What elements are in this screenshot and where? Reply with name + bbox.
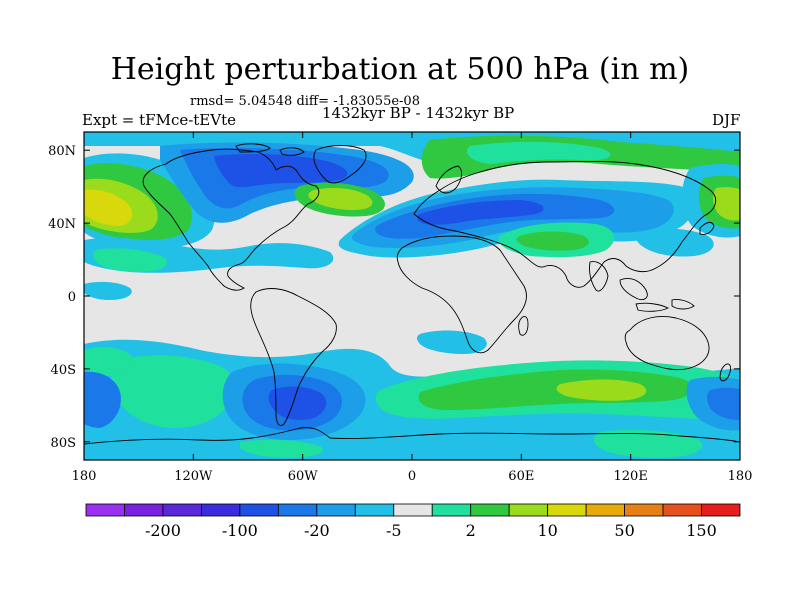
y-tick-label: 80S: [51, 436, 76, 451]
coastlines: [84, 143, 740, 445]
y-tick-label: 40N: [48, 217, 76, 232]
contour-region: [707, 387, 740, 420]
contour-region: [713, 187, 740, 221]
colorbar-label: 2: [466, 521, 476, 540]
colorbar-label: 10: [537, 521, 557, 540]
colorbar-box: [239, 503, 279, 517]
coastline-scandinavia: [435, 165, 463, 194]
colorbar-box: [277, 503, 318, 517]
contour-region: [308, 188, 373, 210]
colorbar-box: [662, 503, 702, 517]
coastline-eurasia: [413, 161, 717, 288]
coastline-australia: [624, 316, 710, 371]
map-title: Height perturbation at 500 hPa (in m): [110, 52, 690, 87]
season-label: DJF: [712, 111, 741, 129]
colorbar-box: [316, 503, 356, 517]
coastline-africa: [396, 235, 527, 354]
contour-region: [84, 347, 135, 376]
coastline-arctic-islands: [235, 143, 305, 156]
coastline-india: [589, 261, 609, 292]
coastline-antarctica: [84, 427, 740, 445]
axis-ticks: 180 120W 60W 0 60E 120E 180 80N 40N 0 40S 80S: [48, 132, 752, 484]
contour-region: [93, 248, 168, 272]
colorbar-label: -200: [145, 521, 181, 540]
colorbar-box: [547, 503, 587, 517]
contour-region: [417, 330, 487, 354]
contour-region: [268, 386, 327, 420]
contour-field: [84, 132, 740, 460]
y-tick-label: 80N: [48, 144, 76, 159]
experiment-label: Expt = tFMce-tEVte: [82, 111, 236, 129]
colorbar-box: [470, 503, 510, 517]
y-tick-label: 0: [68, 290, 76, 305]
colorbar-box: [162, 503, 202, 517]
y-tick-label: 40S: [51, 363, 76, 378]
period-label: 1432kyr BP - 1432kyr BP: [322, 104, 515, 122]
contour-region: [516, 231, 589, 251]
contour-region: [214, 154, 348, 188]
contour-region: [84, 281, 132, 300]
contour-region: [593, 429, 703, 459]
contour-region: [417, 200, 544, 225]
colorbar-label: 150: [686, 521, 717, 540]
coastline-new-zealand: [719, 363, 731, 382]
x-tick-label: 120W: [174, 469, 213, 484]
colorbar-box: [431, 503, 472, 517]
colorbar-box: [624, 503, 664, 517]
x-tick-label: 180: [72, 469, 97, 484]
colorbar-box: [201, 503, 241, 517]
x-tick-label: 0: [408, 469, 416, 484]
colorbar-box: [354, 503, 395, 517]
coastline-greenland: [313, 145, 367, 184]
contour-region: [240, 439, 324, 458]
colorbar-box: [508, 503, 549, 517]
coastline-japan: [699, 221, 715, 235]
colorbar-box: [585, 503, 625, 517]
colorbar-label: -20: [304, 521, 330, 540]
x-tick-label: 60E: [508, 469, 534, 484]
contour-region: [556, 379, 647, 401]
contour-region: [635, 228, 714, 257]
coastline-se-asia: [619, 278, 695, 312]
contour-region: [84, 189, 133, 226]
colorbar-label: 50: [614, 521, 634, 540]
x-tick-label: 60W: [288, 469, 319, 484]
contour-region: [111, 355, 235, 428]
colorbar-box: [393, 503, 433, 517]
x-tick-label: 120E: [614, 469, 648, 484]
coastline-north-america: [142, 148, 320, 291]
coastline-madagascar: [518, 316, 529, 336]
colorbar-box: [701, 503, 741, 517]
colorbar-box: [85, 503, 125, 517]
x-tick-label: 180: [728, 469, 753, 484]
stats-label: rmsd= 5.04548 diff= -1.83055e-08: [190, 94, 420, 109]
colorbar-box: [124, 503, 164, 517]
coastline-south-america: [250, 288, 337, 426]
colorbar-label: -100: [222, 521, 258, 540]
contour-region: [466, 141, 611, 164]
colorbar: -200 -100 -20 -5 2 10 50 150: [85, 503, 741, 540]
contour-region: [84, 371, 121, 428]
colorbar-label: -5: [386, 521, 402, 540]
